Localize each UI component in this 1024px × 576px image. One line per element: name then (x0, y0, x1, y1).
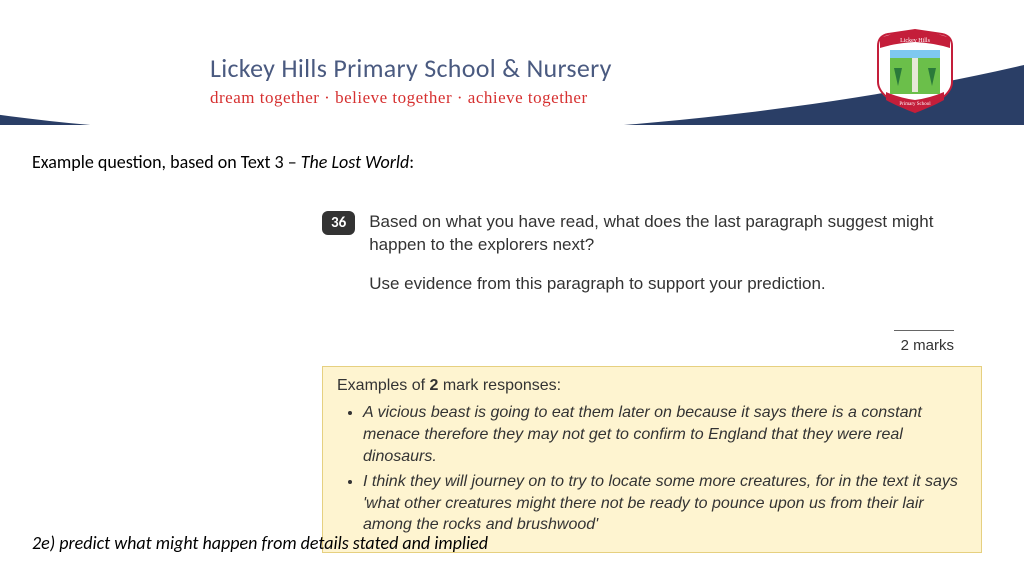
intro-title: The Lost World (301, 151, 409, 173)
header-band: Lickey Hills Primary School & Nursery dr… (0, 0, 1024, 125)
marks-label: 2 marks (901, 337, 954, 354)
content-area: Example question, based on Text 3 – The … (0, 125, 1024, 553)
examples-list: A vicious beast is going to eat them lat… (337, 402, 967, 536)
footer-objective: 2e) predict what might happen from detai… (32, 532, 488, 554)
example-item: I think they will journey on to try to l… (363, 471, 967, 536)
question-line1: Based on what you have read, what does t… (369, 211, 969, 257)
question-block: 36 Based on what you have read, what doe… (322, 211, 992, 312)
intro-suffix: : (409, 151, 414, 173)
crest-top-text: Lickey Hills (900, 38, 930, 44)
question-text: Based on what you have read, what does t… (369, 211, 969, 312)
examples-heading: Examples of 2 mark responses: (337, 375, 967, 397)
intro-line: Example question, based on Text 3 – The … (32, 151, 992, 173)
crest-bottom-text: Primary School (899, 102, 931, 107)
examples-heading-post: mark responses: (438, 377, 561, 394)
marks-rule (894, 330, 954, 331)
school-crest: Lickey Hills Primary School (876, 28, 954, 114)
school-motto: dream together · believe together · achi… (210, 88, 588, 108)
examples-heading-pre: Examples of (337, 377, 429, 394)
marks-area: 2 marks (32, 320, 992, 354)
school-name: Lickey Hills Primary School & Nursery (210, 52, 612, 84)
intro-prefix: Example question, based on Text 3 – (32, 151, 301, 173)
question-line2: Use evidence from this paragraph to supp… (369, 273, 969, 296)
question-number-badge: 36 (322, 211, 355, 235)
examples-box: Examples of 2 mark responses: A vicious … (322, 366, 982, 553)
example-item: A vicious beast is going to eat them lat… (363, 402, 967, 467)
